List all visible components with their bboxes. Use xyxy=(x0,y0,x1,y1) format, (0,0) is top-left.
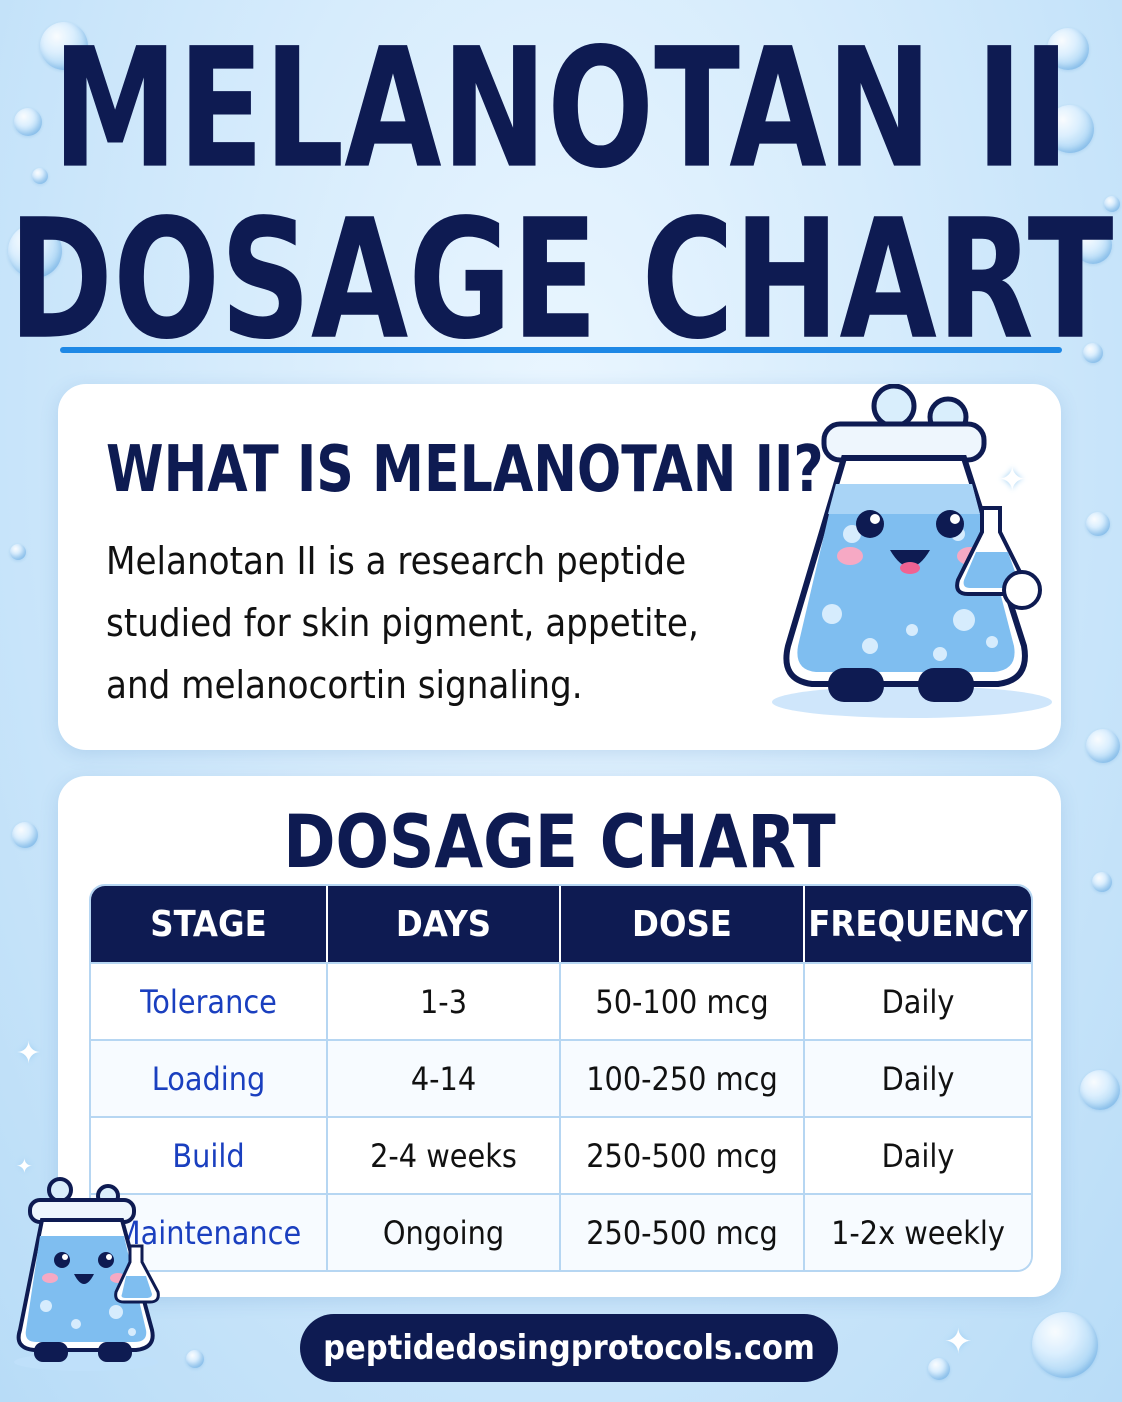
sparkle-icon: ✦ xyxy=(998,460,1027,500)
column-header-frequency: FREQUENCY xyxy=(805,886,1031,962)
bubble-icon xyxy=(1080,1070,1120,1110)
table-row: Tolerance 1-3 50-100 mcg Daily xyxy=(91,962,1031,1039)
bubble-icon xyxy=(1092,872,1112,892)
bubble-icon xyxy=(10,544,26,560)
bubble-icon xyxy=(1086,512,1110,536)
sparkle-icon: ✦ xyxy=(944,1322,973,1362)
days-cell: 1-3 xyxy=(328,962,561,1039)
bubble-icon xyxy=(8,224,62,278)
dosage-chart-heading: DOSAGE CHART xyxy=(283,798,836,885)
dose-cell: 250-500 mcg xyxy=(561,1193,805,1270)
bubble-icon xyxy=(12,822,38,848)
table-header-row: STAGE DAYS DOSE FREQUENCY xyxy=(91,886,1031,962)
intro-heading: WHAT IS MELANOTAN II? xyxy=(106,431,824,507)
stage-cell: Tolerance xyxy=(91,962,328,1039)
stage-cell: Build xyxy=(91,1116,328,1193)
dosage-table: STAGE DAYS DOSE FREQUENCY Tolerance 1-3 … xyxy=(89,884,1033,1272)
dose-cell: 50-100 mcg xyxy=(561,962,805,1039)
frequency-cell: Daily xyxy=(805,1039,1031,1116)
table-row: Build 2-4 weeks 250-500 mcg Daily xyxy=(91,1116,1031,1193)
sparkle-icon: ✦ xyxy=(16,1154,33,1178)
frequency-cell: 1-2x weekly xyxy=(805,1193,1031,1270)
small-flask-mascot-icon xyxy=(14,1177,160,1371)
bubble-icon xyxy=(1032,1312,1098,1378)
column-header-stage: STAGE xyxy=(91,886,328,962)
title-line-1: MELANOTAN II xyxy=(52,13,1070,206)
title-line-2: DOSAGE CHART xyxy=(8,184,1114,377)
intro-card: WHAT IS MELANOTAN II? Melanotan II is a … xyxy=(58,384,1061,750)
bubble-icon xyxy=(14,108,42,136)
frequency-cell: Daily xyxy=(805,1116,1031,1193)
days-cell: Ongoing xyxy=(328,1193,561,1270)
bubble-icon xyxy=(186,1350,204,1368)
days-cell: 4-14 xyxy=(328,1039,561,1116)
bubble-icon xyxy=(32,168,48,184)
bubble-icon xyxy=(1074,226,1112,264)
dose-cell: 250-500 mcg xyxy=(561,1116,805,1193)
bubble-icon xyxy=(1086,729,1120,763)
column-header-dose: DOSE xyxy=(561,886,805,962)
intro-description: Melanotan II is a research peptide studi… xyxy=(106,539,699,707)
bubble-icon xyxy=(928,1358,950,1380)
bubble-icon xyxy=(1083,343,1103,363)
table-row: Maintenance Ongoing 250-500 mcg 1-2x wee… xyxy=(91,1193,1031,1270)
bubble-icon xyxy=(1104,196,1120,212)
days-cell: 2-4 weeks xyxy=(328,1116,561,1193)
bubble-icon xyxy=(1046,105,1094,153)
stage-cell: Loading xyxy=(91,1039,328,1116)
table-row: Loading 4-14 100-250 mcg Daily xyxy=(91,1039,1031,1116)
flask-mascot-icon xyxy=(772,384,1052,718)
page-title: MELANOTAN II DOSAGE CHART xyxy=(0,24,1122,366)
title-divider xyxy=(60,347,1062,353)
frequency-cell: Daily xyxy=(805,962,1031,1039)
sparkle-icon: ✦ xyxy=(16,1036,42,1071)
dose-cell: 100-250 mcg xyxy=(561,1039,805,1116)
bubble-icon xyxy=(1047,28,1089,70)
bubble-icon xyxy=(40,22,88,70)
dosage-chart-card: DOSAGE CHART STAGE DAYS DOSE FREQUENCY T… xyxy=(58,776,1061,1297)
website-link[interactable]: peptidedosingprotocols.com xyxy=(300,1314,838,1382)
column-header-days: DAYS xyxy=(328,886,561,962)
